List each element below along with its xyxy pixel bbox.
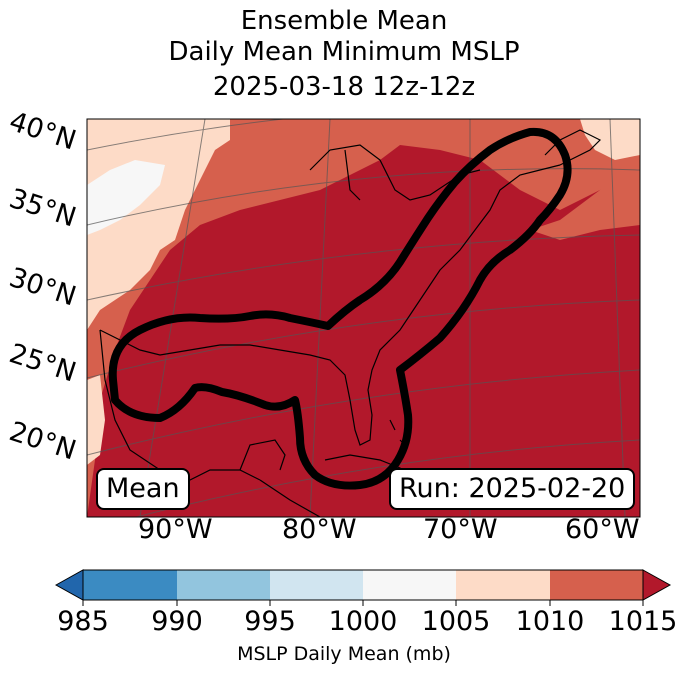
graticule-25n [87,299,640,379]
colorbar-label: MSLP Daily Mean (mb) [237,643,451,665]
lon-label-70w: 70°W [423,514,498,545]
graticule-30n [87,234,640,301]
coastline-yucatan [239,439,286,471]
coastline-lake-michigan [344,149,361,201]
mean-label-box: Mean [96,468,190,510]
colorbar-segment-990 [177,570,270,600]
colorbar-segment-1005 [456,570,550,600]
graticule-15n [134,439,640,517]
colorbar-tick-990: 990 [151,606,203,637]
graticule-80w [309,119,331,517]
pressure-band-1005-sw [87,375,105,465]
colorbar-extend-low [54,569,84,601]
mslp-contour [108,127,572,490]
lon-label-60w: 60°W [565,514,640,545]
colorbar-segment-1000 [363,570,456,600]
colorbar-tick-995: 995 [244,606,296,637]
colorbar-tick-1015: 1015 [608,606,678,637]
title-line-2: Daily Mean Minimum MSLP [168,37,520,67]
graticule-20n [87,369,640,456]
title-line-1: Ensemble Mean [240,6,448,36]
lon-label-80w: 80°W [282,514,357,545]
graticule-60w [609,119,626,517]
pressure-band-1000 [87,160,165,235]
pressure-band-1005-ne [580,119,640,160]
coastline-great-lakes [309,144,481,201]
colorbar-tick-1000: 1000 [328,606,398,637]
colorbar-tick-1005: 1005 [421,606,491,637]
coastline-central-america [259,479,321,517]
run-date-label-box: Run: 2025-02-20 [389,468,636,510]
lon-label-90w: 90°W [138,514,213,545]
colorbar-segment-985 [83,570,177,600]
colorbar-tick-1010: 1010 [515,606,585,637]
graticule-35n [87,168,640,226]
graticule-40n [87,119,288,151]
title-line-3: 2025-03-18 12z-12z [212,72,476,102]
colorbar-segment-995 [270,570,363,600]
pressure-band-1010-east [530,160,640,240]
coastline-us-gulf [99,164,561,446]
colorbar-extend-high [642,569,672,601]
colorbar-tick-985: 985 [57,606,109,637]
colorbar-segment-1010 [550,570,643,600]
